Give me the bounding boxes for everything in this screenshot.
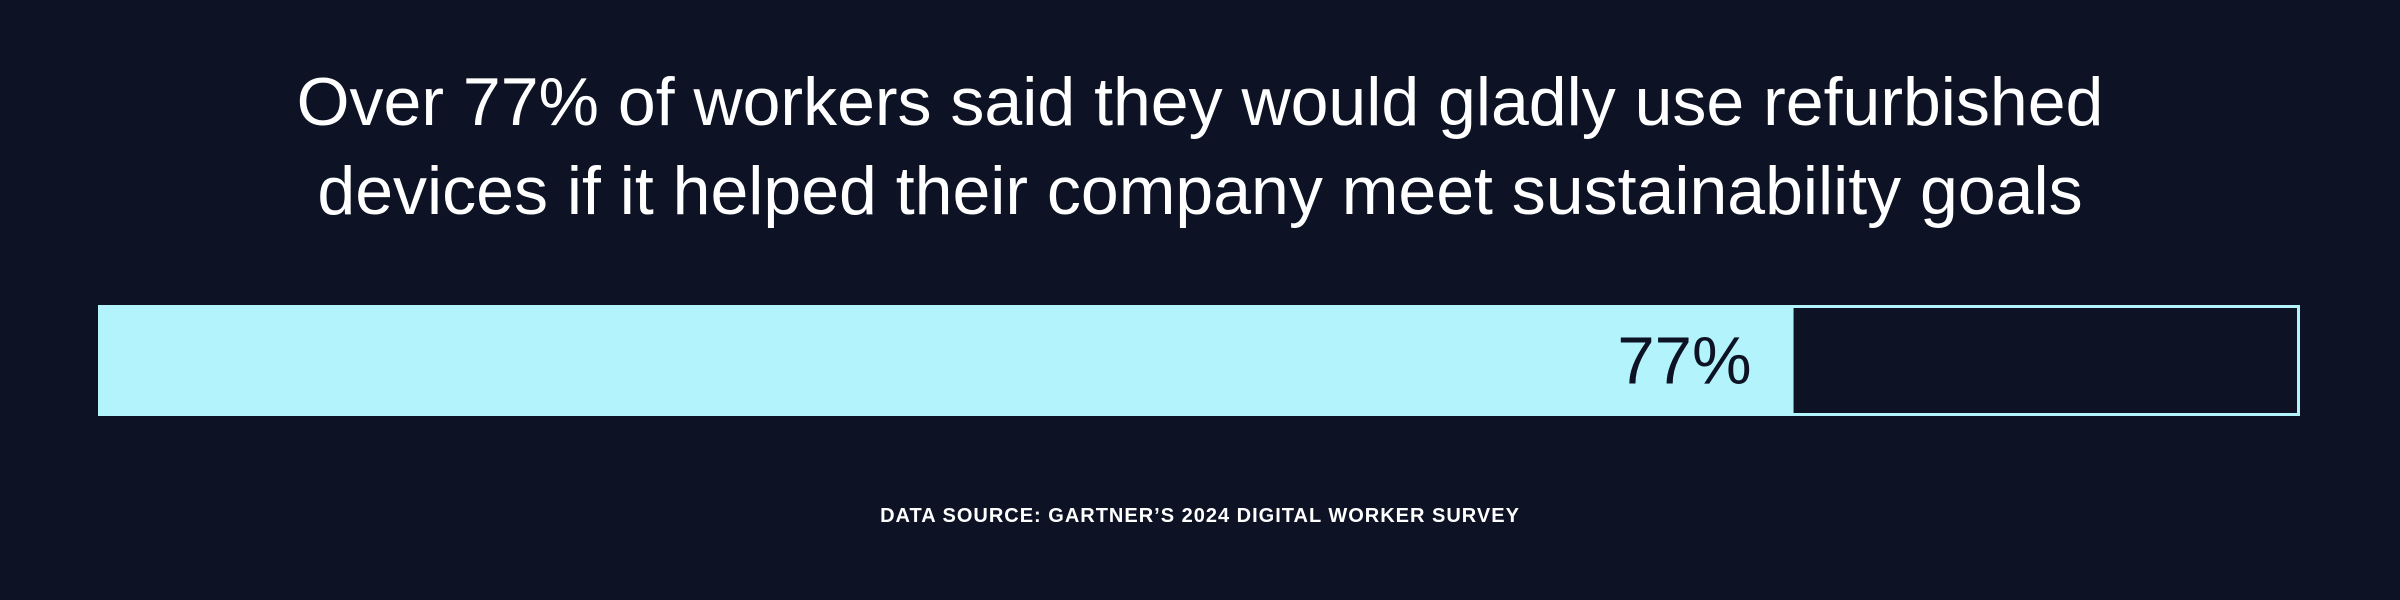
- value-label: 77%: [1617, 324, 1751, 399]
- bar: [98, 305, 1794, 416]
- chart-title: Over 77% of workers said they would glad…: [296, 64, 2104, 229]
- source-note: DATA SOURCE: GARTNER’S 2024 DIGITAL WORK…: [880, 505, 1520, 527]
